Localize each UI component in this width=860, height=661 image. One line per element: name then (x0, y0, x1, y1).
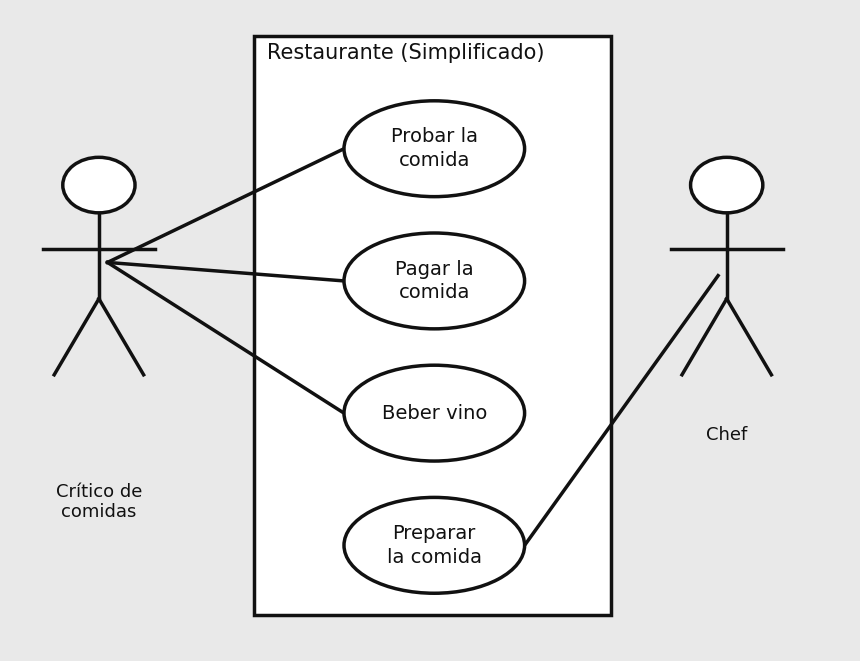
Ellipse shape (344, 100, 525, 197)
Text: Crítico de
comidas: Crítico de comidas (56, 483, 142, 522)
Text: Beber vino: Beber vino (382, 404, 487, 422)
Text: Pagar la
comida: Pagar la comida (395, 260, 474, 302)
FancyBboxPatch shape (254, 36, 611, 615)
Text: Restaurante (Simplificado): Restaurante (Simplificado) (267, 43, 544, 63)
Text: Chef: Chef (706, 426, 747, 444)
Ellipse shape (344, 365, 525, 461)
Circle shape (63, 157, 135, 213)
Ellipse shape (344, 233, 525, 329)
Text: Probar la
comida: Probar la comida (390, 128, 478, 170)
Ellipse shape (344, 497, 525, 594)
Text: Preparar
la comida: Preparar la comida (387, 524, 482, 566)
Circle shape (691, 157, 763, 213)
